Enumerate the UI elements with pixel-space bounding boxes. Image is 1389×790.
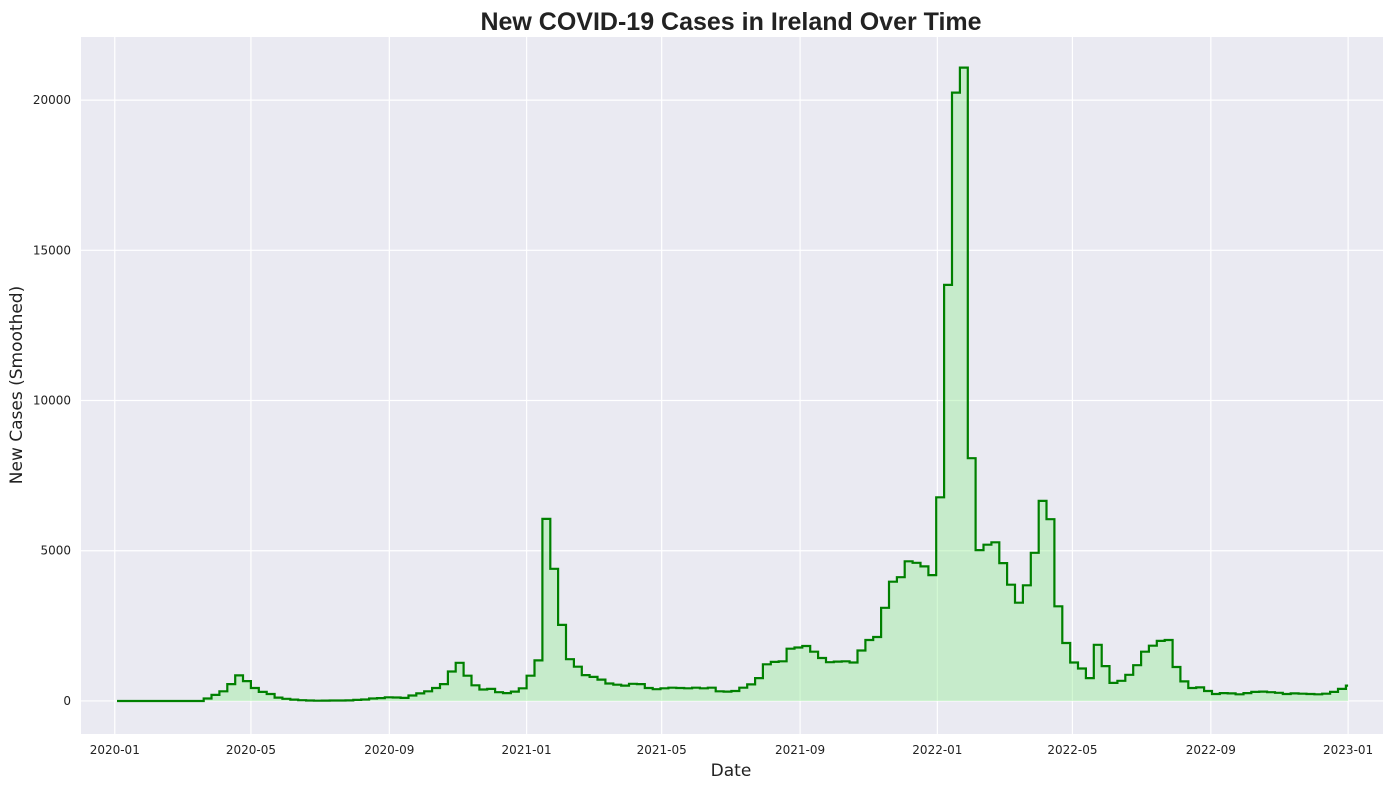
x-tick-label: 2021-01 <box>502 743 552 757</box>
y-gridlines <box>81 99 1383 702</box>
y-tick-label: 0 <box>63 694 71 708</box>
x-axis-label: Date <box>711 761 752 781</box>
y-axis-label: New Cases (Smoothed) <box>7 286 27 484</box>
x-tick-labels: 2020-01 2020-05 2020-09 2021-01 2021-05 2021-… <box>90 743 1373 757</box>
cases-series-line <box>117 66 1349 703</box>
y-tick-label: 20000 <box>33 93 71 107</box>
cases-area-fill <box>117 67 1349 702</box>
y-tick-label: 10000 <box>33 394 71 408</box>
plot-area <box>81 37 1383 734</box>
chart-title: New COVID-19 Cases in Ireland Over Time <box>480 8 981 36</box>
x-tick-label: 2023-01 <box>1323 743 1373 757</box>
x-tick-label: 2022-09 <box>1186 743 1236 757</box>
x-gridlines <box>114 37 1349 734</box>
x-tick-label: 2021-09 <box>775 743 825 757</box>
x-tick-label: 2021-05 <box>637 743 687 757</box>
x-tick-label: 2022-05 <box>1047 743 1097 757</box>
x-tick-label: 2020-09 <box>364 743 414 757</box>
x-tick-label: 2020-05 <box>226 743 276 757</box>
x-tick-label: 2022-01 <box>912 743 962 757</box>
y-tick-label: 15000 <box>33 243 71 257</box>
y-tick-labels: 0 5000 10000 15000 20000 <box>33 93 71 708</box>
x-tick-label: 2020-01 <box>90 743 140 757</box>
y-tick-label: 5000 <box>40 544 71 558</box>
